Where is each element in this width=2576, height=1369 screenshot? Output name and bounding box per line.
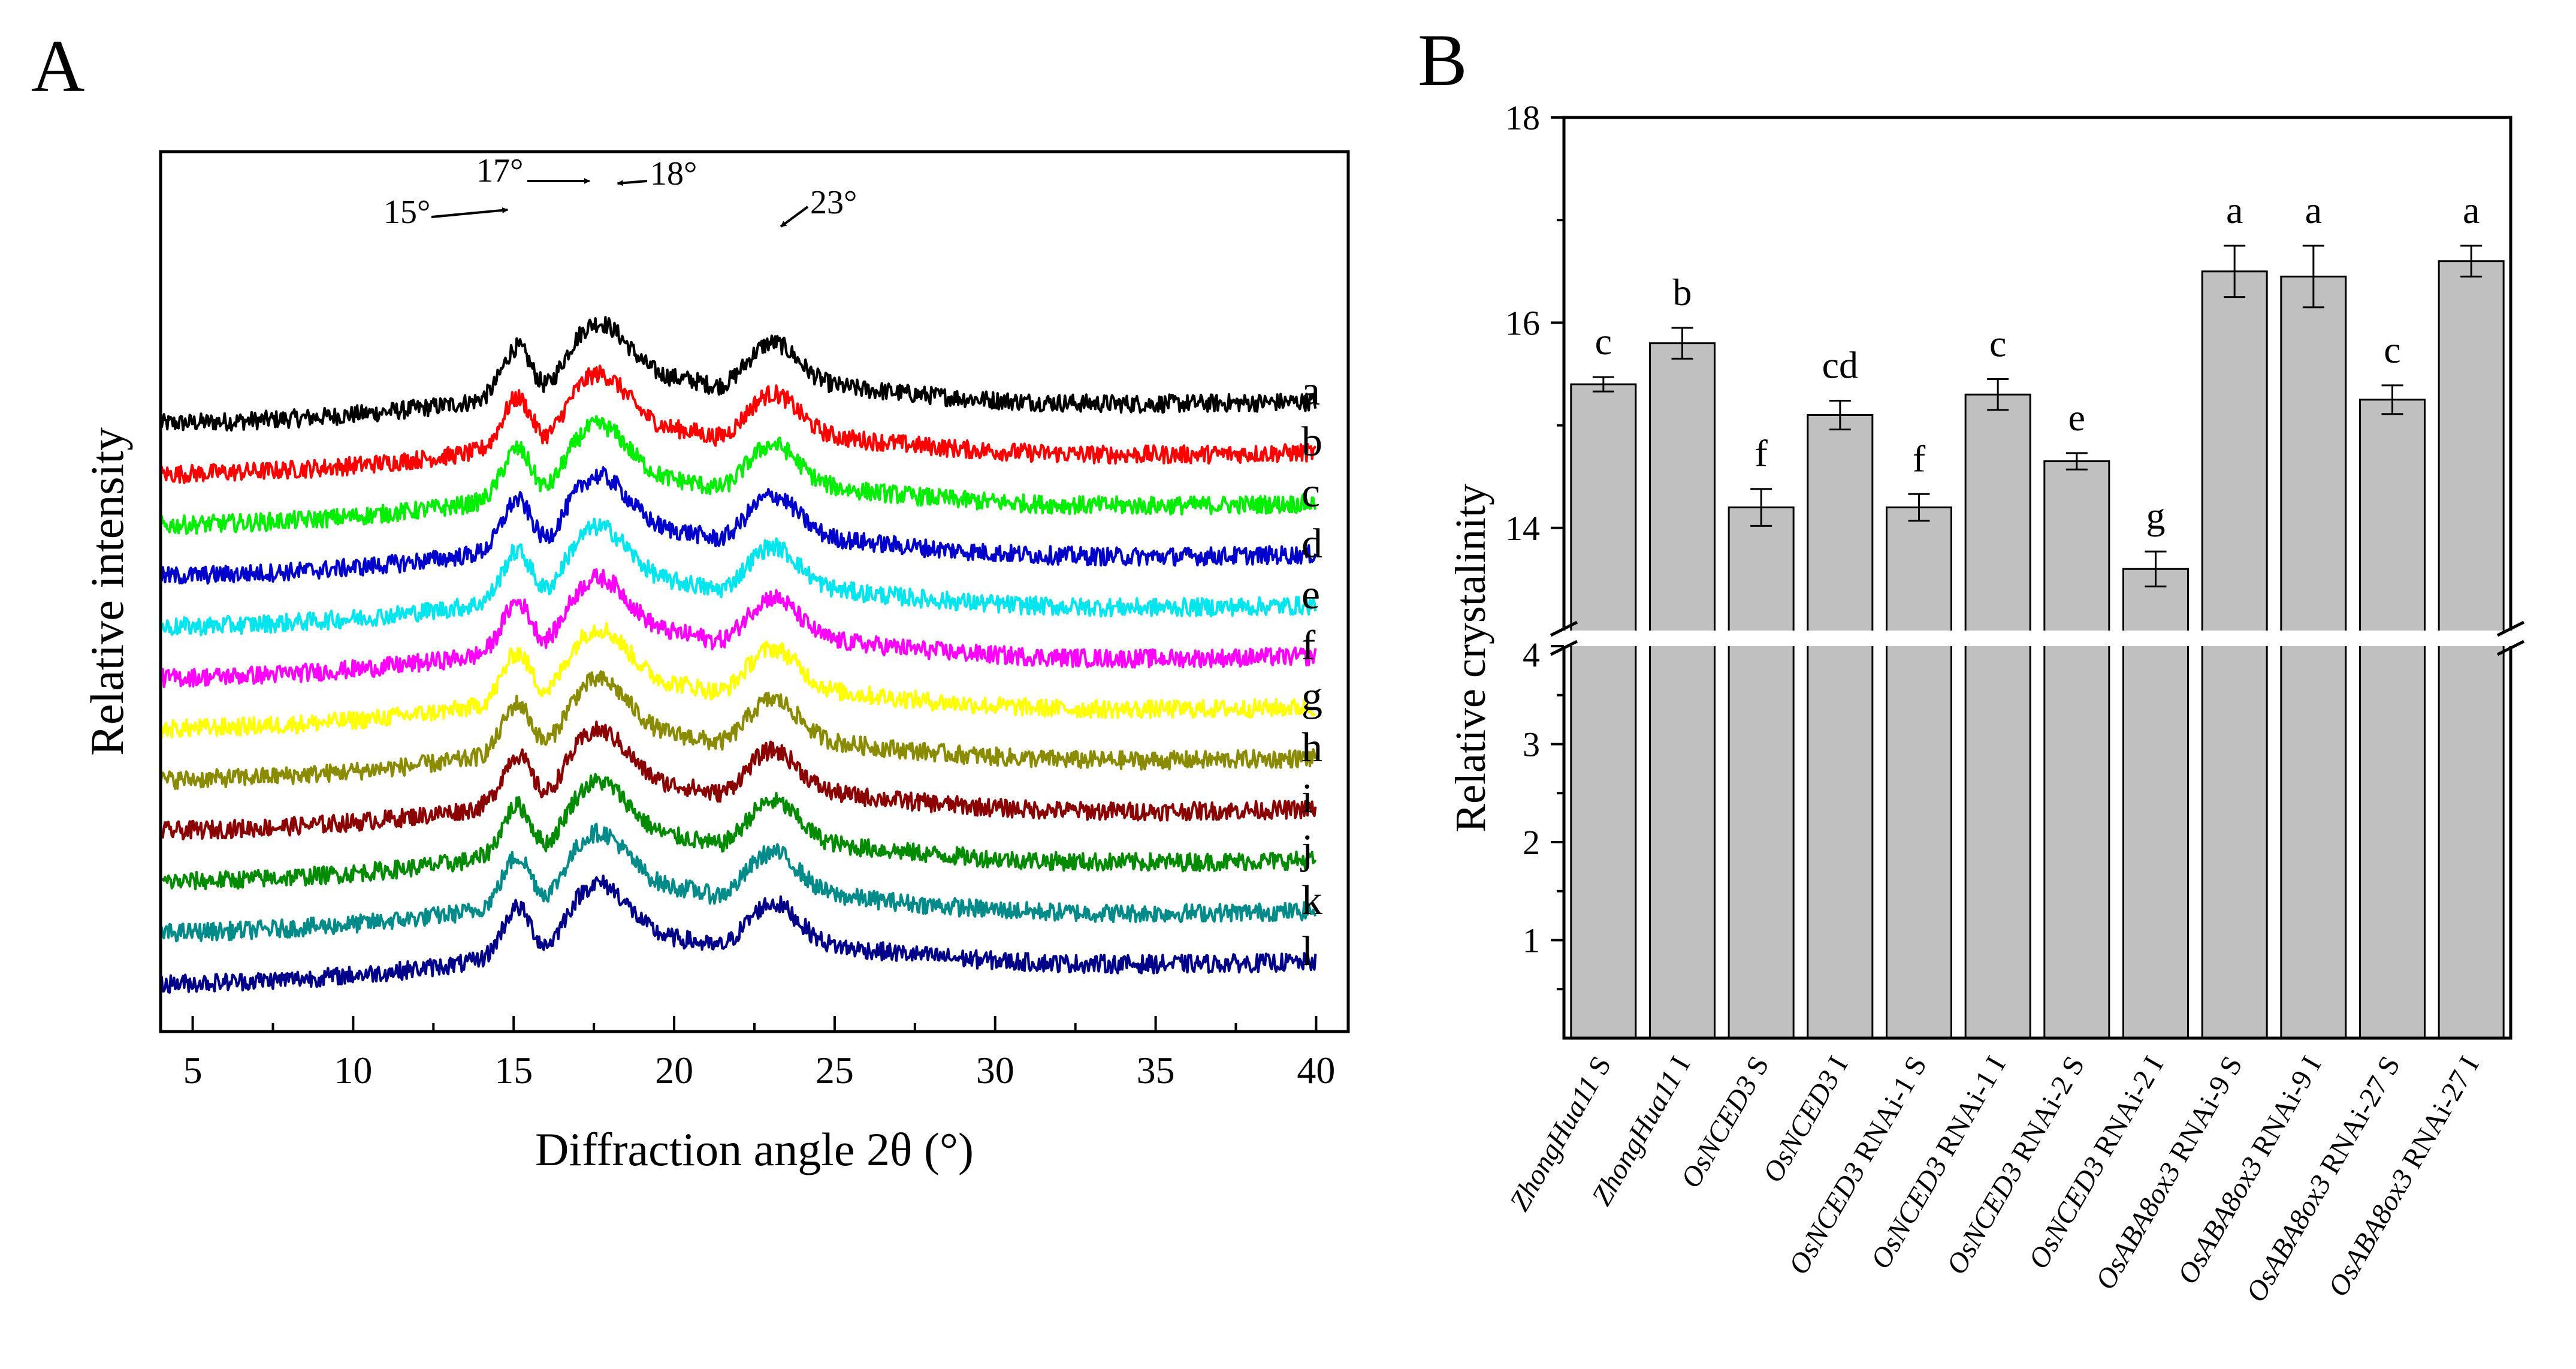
peak-annotation-label: 17° bbox=[476, 152, 523, 189]
series-label-e: e bbox=[1301, 572, 1320, 618]
series-label-j: j bbox=[1300, 827, 1313, 873]
y-tick-label: 14 bbox=[1505, 509, 1540, 548]
series-label-i: i bbox=[1301, 776, 1313, 822]
peak-annotation-label: 18° bbox=[650, 155, 697, 192]
significance-letter: c bbox=[2384, 328, 2400, 371]
bar bbox=[1807, 414, 1874, 1039]
series-line-c bbox=[159, 415, 1317, 535]
series-label-d: d bbox=[1301, 521, 1322, 567]
x-axis-title: Diffraction angle 2θ (°) bbox=[535, 1123, 974, 1175]
series-label-k: k bbox=[1301, 878, 1322, 924]
panel-label-a: A bbox=[31, 25, 85, 107]
significance-letter: c bbox=[1989, 322, 2006, 365]
y-tick-label: 4 bbox=[1523, 635, 1540, 674]
y-tick-label: 2 bbox=[1523, 823, 1540, 862]
panel-label-b: B bbox=[1418, 19, 1467, 101]
series-line-k bbox=[159, 822, 1317, 943]
axis-break-gap bbox=[1546, 631, 2529, 646]
bar bbox=[2359, 399, 2426, 1039]
peak-annotation-arrow bbox=[617, 180, 648, 186]
x-tick-label: 15 bbox=[494, 1049, 533, 1091]
x-tick-label: 40 bbox=[1297, 1049, 1335, 1091]
series-label-g: g bbox=[1301, 674, 1322, 720]
x-tick-label: 5 bbox=[183, 1049, 203, 1091]
peak-annotation-arrow bbox=[431, 207, 509, 218]
significance-letter: a bbox=[2463, 189, 2480, 231]
bar bbox=[2438, 260, 2505, 1039]
y-tick-label: 16 bbox=[1505, 303, 1540, 342]
bar bbox=[2043, 460, 2110, 1039]
series-line-h bbox=[159, 670, 1317, 791]
bar bbox=[1886, 506, 1952, 1039]
significance-letter: a bbox=[2226, 189, 2243, 231]
bar bbox=[1570, 383, 1637, 1039]
bar bbox=[2280, 275, 2347, 1039]
significance-letter: e bbox=[2068, 396, 2085, 439]
y-axis-title: Relative intensity bbox=[81, 427, 133, 756]
series-line-b bbox=[159, 364, 1317, 484]
series-label-a: a bbox=[1301, 368, 1320, 414]
significance-letter: g bbox=[2146, 494, 2166, 537]
series-label-b: b bbox=[1301, 419, 1322, 465]
series-label-c: c bbox=[1301, 470, 1320, 516]
x-tick-label: 35 bbox=[1137, 1049, 1175, 1091]
x-tick-label: 10 bbox=[334, 1049, 372, 1091]
x-tick-label: 20 bbox=[655, 1049, 693, 1091]
y-tick-label: 3 bbox=[1523, 725, 1540, 764]
series-line-j bbox=[159, 773, 1317, 891]
significance-letter: c bbox=[1595, 320, 1612, 363]
axis-break-mark bbox=[2496, 640, 2525, 656]
x-tick-label: 25 bbox=[816, 1049, 854, 1091]
peak-annotation-label: 15° bbox=[383, 194, 430, 231]
y-axis-title: Relative crystalinity bbox=[1446, 484, 1494, 833]
significance-letter: b bbox=[1673, 271, 1692, 313]
bar bbox=[1964, 393, 2031, 1039]
series-line-e bbox=[159, 517, 1317, 637]
panel-b-crystallinity-chart: Bc b f cd f c e g a a c a 14 16 18 1 2 3 4 Relative crystal… bbox=[1418, 19, 2529, 1307]
significance-letter: a bbox=[2305, 189, 2322, 231]
y-tick-label: 1 bbox=[1523, 921, 1540, 960]
series-line-a bbox=[159, 316, 1317, 432]
series-line-l bbox=[159, 875, 1317, 994]
series-label-l: l bbox=[1301, 928, 1313, 975]
bar bbox=[1649, 342, 1716, 1039]
significance-letter: cd bbox=[1822, 344, 1858, 387]
axis-break-mark bbox=[1550, 620, 1578, 637]
significance-letter: f bbox=[1755, 432, 1768, 475]
significance-letter: f bbox=[1913, 437, 1926, 480]
axis-break-mark bbox=[2496, 620, 2525, 637]
bar bbox=[1728, 506, 1795, 1039]
x-tick-label: 30 bbox=[976, 1049, 1014, 1091]
series-line-i bbox=[160, 720, 1317, 841]
series-line-d bbox=[159, 466, 1317, 585]
bar bbox=[2201, 270, 2268, 1039]
peak-annotation-label: 23° bbox=[810, 184, 857, 221]
peak-annotation-arrow bbox=[780, 206, 809, 228]
series-line-g bbox=[159, 622, 1316, 739]
y-tick-label: 18 bbox=[1505, 98, 1540, 137]
series-label-h: h bbox=[1301, 725, 1322, 771]
plot-frame-upper bbox=[1562, 116, 2512, 631]
axis-break-mark bbox=[1550, 640, 1578, 656]
series-label-f: f bbox=[1301, 623, 1316, 669]
series-line-f bbox=[159, 568, 1317, 689]
